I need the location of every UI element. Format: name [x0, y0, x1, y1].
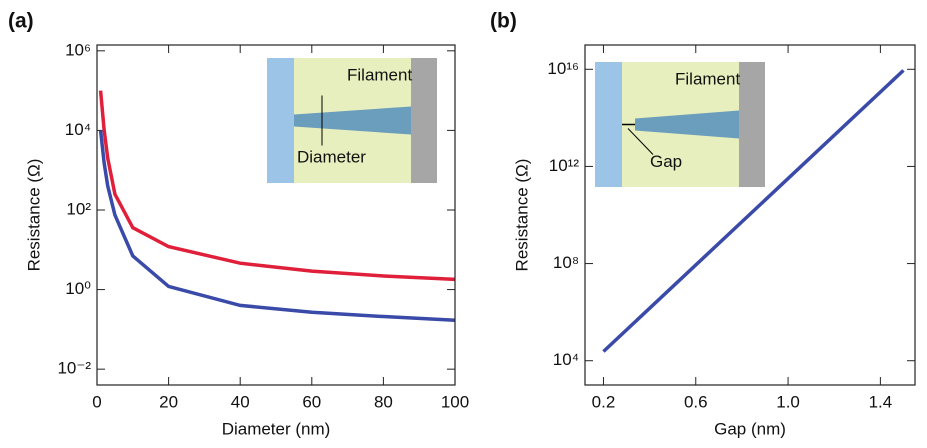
y-axis-label: Resistance (Ω) [512, 159, 531, 272]
y-tick-label: 10⁴ [553, 350, 579, 369]
y-tick-label: 10⁸ [553, 253, 579, 272]
inset-label: Gap [650, 152, 682, 171]
inset-arrow [627, 128, 654, 155]
x-tick-label: 0.2 [592, 392, 616, 411]
x-tick-label: 100 [441, 392, 469, 411]
data-line [98, 90, 456, 282]
y-tick-label: 10¹⁶ [547, 59, 579, 78]
x-axis-label: Diameter (nm) [222, 419, 331, 438]
inset-electrode [595, 62, 622, 187]
inset-label: Filament [347, 65, 412, 84]
x-tick-label: 0.6 [684, 392, 708, 411]
y-tick-label: 10¹² [549, 156, 580, 175]
inset-filament [635, 110, 739, 139]
data-line [98, 130, 456, 322]
plot-frame [584, 44, 916, 386]
x-tick-label: 60 [302, 392, 321, 411]
y-tick-label: 10⁰ [65, 279, 91, 298]
y-tick-label: 10² [66, 199, 91, 218]
plot-frame [96, 44, 456, 386]
y-axis-label: Resistance (Ω) [24, 159, 43, 272]
inset-electrode [739, 62, 765, 187]
y-tick-label: 10⁶ [65, 40, 91, 59]
data-line [602, 69, 905, 353]
x-axis-label: Gap (nm) [714, 419, 786, 438]
y-tick-label: 10⁻² [57, 359, 91, 378]
x-tick-label: 1.0 [776, 392, 800, 411]
inset-electrode [267, 58, 294, 183]
x-tick-label: 80 [374, 392, 393, 411]
x-tick-label: 20 [159, 392, 178, 411]
y-tick-label: 10⁴ [65, 120, 91, 139]
panel-label: (b) [490, 10, 517, 33]
x-tick-label: 40 [231, 392, 250, 411]
inset-filament [294, 106, 411, 135]
x-tick-label: 0 [92, 392, 101, 411]
x-tick-label: 1.4 [869, 392, 893, 411]
panel-label: (a) [8, 10, 34, 33]
inset-electrode [411, 58, 437, 183]
inset-label: Diameter [297, 147, 366, 166]
inset-label: Filament [675, 69, 740, 88]
